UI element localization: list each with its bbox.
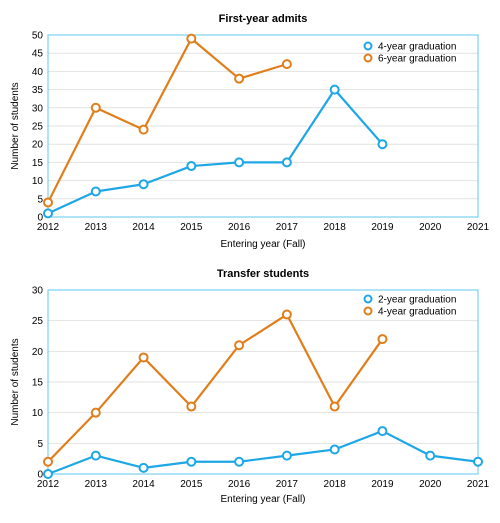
data-point xyxy=(329,84,340,95)
chart-title: First-year admits xyxy=(219,13,308,25)
y-tick-label: 45 xyxy=(32,49,44,60)
x-tick-label: 2018 xyxy=(324,222,347,233)
series-1 xyxy=(43,426,483,479)
data-point xyxy=(234,340,245,351)
x-tick-label: 2014 xyxy=(132,479,155,490)
data-point xyxy=(281,59,292,70)
data-point xyxy=(43,208,53,219)
x-tick-label: 2018 xyxy=(324,479,347,490)
y-tick-label: 15 xyxy=(32,378,44,389)
x-tick-label: 2019 xyxy=(371,222,394,233)
data-point xyxy=(90,407,101,418)
x-tick-label: 2015 xyxy=(180,479,203,490)
y-tick-label: 35 xyxy=(32,85,44,96)
data-point xyxy=(43,197,53,208)
y-tick-label: 10 xyxy=(32,176,44,187)
legend-marker xyxy=(363,306,373,316)
y-tick-label: 10 xyxy=(32,408,44,419)
series-line xyxy=(47,313,384,463)
y-tick-label: 50 xyxy=(32,31,44,42)
y-tick-label: 5 xyxy=(37,439,43,450)
data-point xyxy=(186,456,197,467)
chart-1: First-year admits 0 5 10 15 20 25 30 35 40 45 50 201… xyxy=(10,13,490,250)
data-point xyxy=(281,309,292,320)
y-tick-label: 20 xyxy=(32,347,44,358)
y-tick-label: 5 xyxy=(37,194,43,205)
legend-marker xyxy=(363,41,373,51)
plot-frame xyxy=(47,289,479,475)
data-point xyxy=(377,139,388,150)
series-2 xyxy=(43,309,388,467)
x-tick-label: 2020 xyxy=(419,222,442,233)
data-point xyxy=(186,401,197,412)
series-2 xyxy=(43,33,292,208)
series-line xyxy=(47,88,384,215)
legend-marker xyxy=(363,294,373,304)
x-tick-label: 2016 xyxy=(228,222,251,233)
data-point xyxy=(90,102,101,113)
chart-2: Transfer students 0 5 10 15 20 25 30 2012 2013 201… xyxy=(10,268,490,505)
y-tick-label: 30 xyxy=(32,103,44,114)
x-tick-label: 2015 xyxy=(180,222,203,233)
legend-label: 6-year graduation xyxy=(378,54,456,65)
x-tick-label: 2021 xyxy=(467,222,490,233)
data-point xyxy=(329,444,340,455)
x-tick-label: 2017 xyxy=(276,222,299,233)
x-tick-label: 2012 xyxy=(37,479,60,490)
series-line xyxy=(47,429,479,476)
data-point xyxy=(329,401,340,412)
x-tick-label: 2017 xyxy=(276,479,299,490)
series-1 xyxy=(43,84,388,219)
data-point xyxy=(138,462,149,473)
data-point xyxy=(425,450,436,461)
x-axis-label: Entering year (Fall) xyxy=(220,239,305,250)
data-point xyxy=(186,161,197,172)
legend-label: 4-year graduation xyxy=(378,42,456,53)
data-point xyxy=(138,124,149,135)
data-point xyxy=(43,469,53,479)
y-tick-label: 25 xyxy=(32,122,44,133)
x-tick-label: 2019 xyxy=(371,479,394,490)
series-line xyxy=(47,37,288,203)
x-tick-label: 2020 xyxy=(419,479,442,490)
y-tick-label: 0 xyxy=(37,213,43,224)
data-point xyxy=(43,456,53,467)
chart-title: Transfer students xyxy=(217,268,309,280)
x-tick-label: 2013 xyxy=(85,479,108,490)
x-axis-label: Entering year (Fall) xyxy=(220,494,305,505)
y-tick-label: 40 xyxy=(32,67,44,78)
data-point xyxy=(138,352,149,363)
y-tick-label: 0 xyxy=(37,470,43,481)
data-point xyxy=(234,157,245,168)
y-tick-label: 25 xyxy=(32,316,44,327)
x-tick-label: 2013 xyxy=(85,222,108,233)
data-point xyxy=(377,426,388,437)
data-point xyxy=(377,334,388,345)
y-tick-label: 30 xyxy=(32,286,44,297)
data-point xyxy=(281,157,292,168)
plot-frame xyxy=(47,34,479,218)
legend-label: 4-year graduation xyxy=(378,307,456,318)
y-tick-label: 20 xyxy=(32,140,44,151)
y-tick-label: 15 xyxy=(32,158,44,169)
legend-label: 2-year graduation xyxy=(378,295,456,306)
data-point xyxy=(90,186,101,197)
data-point xyxy=(90,450,101,461)
x-tick-label: 2012 xyxy=(37,222,60,233)
x-tick-label: 2016 xyxy=(228,479,251,490)
data-point xyxy=(234,456,245,467)
data-point xyxy=(138,179,149,190)
y-axis-label: Number of students xyxy=(10,338,21,425)
data-point xyxy=(186,33,197,44)
data-point xyxy=(473,456,483,467)
x-tick-label: 2014 xyxy=(132,222,155,233)
data-point xyxy=(234,73,245,84)
x-tick-label: 2021 xyxy=(467,479,490,490)
data-point xyxy=(281,450,292,461)
legend-marker xyxy=(363,53,373,63)
y-axis-label: Number of students xyxy=(10,82,21,169)
